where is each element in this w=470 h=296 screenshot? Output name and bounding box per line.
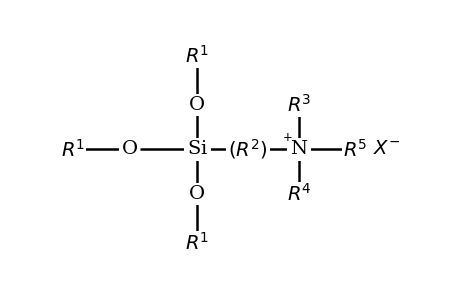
Text: O: O (189, 96, 205, 114)
Text: $R^{5}$: $R^{5}$ (344, 139, 368, 160)
Text: $R^{1}$: $R^{1}$ (61, 139, 86, 160)
Text: $\mathregular{N}$: $\mathregular{N}$ (290, 141, 308, 158)
Text: $^{+}$: $^{+}$ (282, 132, 292, 149)
Text: O: O (122, 141, 138, 158)
Text: $R^{3}$: $R^{3}$ (287, 94, 311, 116)
Text: $R^{1}$: $R^{1}$ (185, 232, 209, 254)
Text: $(R^{2})$: $(R^{2})$ (228, 138, 268, 161)
Text: $X^{-}$: $X^{-}$ (373, 141, 400, 158)
Text: $R^{1}$: $R^{1}$ (185, 45, 209, 67)
Text: $\mathregular{Si}$: $\mathregular{Si}$ (187, 141, 208, 158)
Text: O: O (189, 185, 205, 203)
Text: $R^{4}$: $R^{4}$ (287, 183, 312, 205)
